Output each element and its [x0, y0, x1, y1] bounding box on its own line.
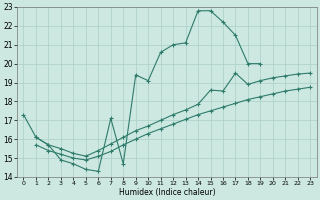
X-axis label: Humidex (Indice chaleur): Humidex (Indice chaleur) — [119, 188, 215, 197]
